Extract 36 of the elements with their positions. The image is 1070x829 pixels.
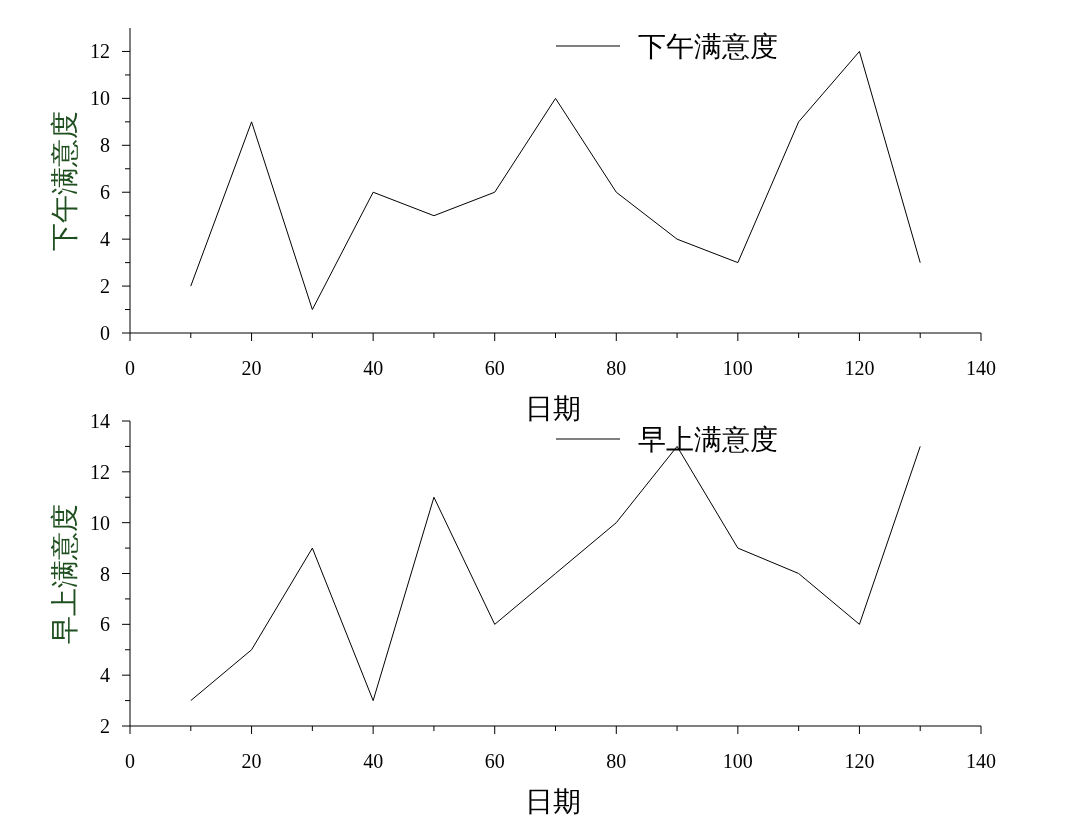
x-tick-label: 120 — [844, 750, 875, 772]
x-axis-title: 日期 — [524, 393, 581, 424]
y-tick-label: 8 — [100, 134, 110, 157]
x-tick-label: 0 — [125, 357, 135, 379]
y-tick-label: 6 — [100, 613, 110, 636]
y-tick-label: 2 — [100, 275, 110, 298]
x-tick-label: 60 — [484, 357, 505, 379]
x-tick-label: 40 — [363, 750, 384, 772]
y-tick-label: 2 — [100, 715, 110, 737]
y-tick-label: 10 — [90, 87, 110, 110]
x-tick-label: 100 — [722, 750, 753, 772]
y-tick-label: 14 — [90, 410, 110, 432]
y-tick-label: 12 — [90, 40, 110, 63]
legend-label: 下午满意度 — [638, 30, 778, 62]
x-tick-label: 140 — [966, 750, 996, 772]
y-tick-label: 6 — [100, 181, 110, 204]
y-tick-label: 10 — [90, 511, 110, 534]
x-tick-label: 80 — [606, 750, 627, 772]
y-tick-label: 0 — [100, 322, 110, 344]
y-axis-title: 下午满意度 — [49, 110, 80, 251]
y-tick-label: 4 — [100, 228, 110, 251]
x-tick-label: 20 — [241, 750, 262, 772]
x-tick-label: 60 — [484, 750, 505, 772]
x-tick-label: 80 — [606, 357, 627, 379]
x-tick-label: 0 — [125, 750, 135, 772]
y-tick-label: 12 — [90, 460, 110, 483]
x-tick-label: 120 — [844, 357, 875, 379]
y-axis-title: 早上满意度 — [49, 503, 80, 644]
legend-label: 早上满意度 — [638, 423, 778, 455]
x-tick-label: 40 — [363, 357, 384, 379]
x-tick-label: 20 — [241, 357, 262, 379]
y-tick-label: 4 — [100, 664, 110, 687]
y-tick-label: 8 — [100, 562, 110, 585]
x-tick-label: 140 — [966, 357, 996, 379]
x-tick-label: 100 — [722, 357, 753, 379]
x-axis-title: 日期 — [524, 786, 581, 817]
